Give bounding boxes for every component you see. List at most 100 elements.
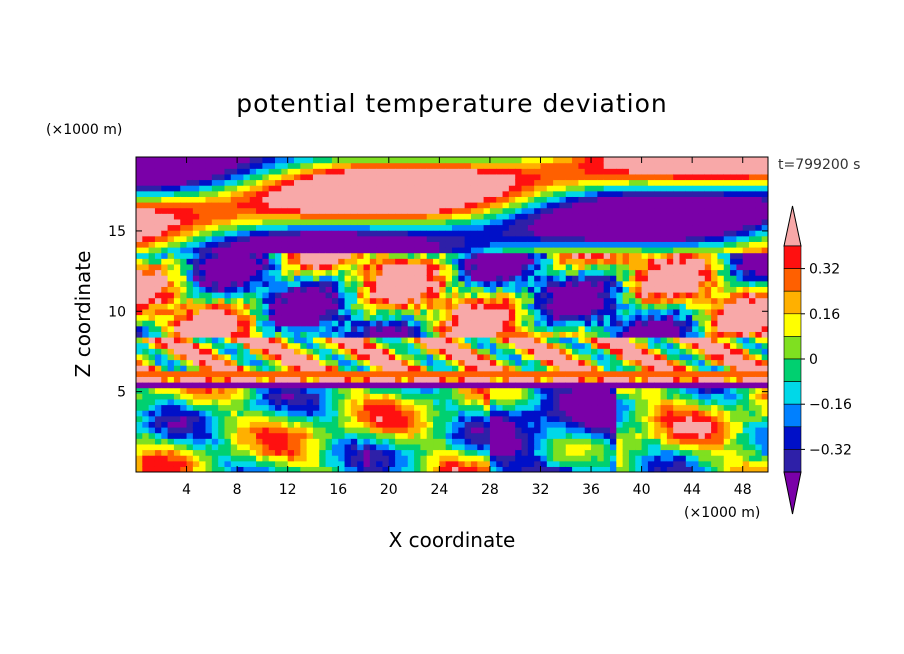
field-cell bbox=[452, 455, 459, 462]
field-cell bbox=[616, 168, 624, 175]
field-cell bbox=[319, 275, 327, 282]
field-cell bbox=[262, 348, 270, 355]
field-cell bbox=[685, 393, 693, 400]
field-cell bbox=[647, 224, 655, 231]
field-cell bbox=[154, 162, 162, 169]
field-cell bbox=[300, 202, 308, 209]
field-cell bbox=[338, 196, 346, 203]
field-cell bbox=[540, 185, 548, 192]
field-cell bbox=[376, 438, 384, 445]
field-cell bbox=[268, 314, 276, 321]
field-cell bbox=[414, 398, 421, 406]
field-cell bbox=[622, 207, 630, 214]
field-cell bbox=[521, 185, 529, 192]
field-cell bbox=[300, 410, 308, 417]
field-cell bbox=[483, 280, 491, 287]
field-cell bbox=[597, 325, 605, 332]
field-cell bbox=[685, 275, 693, 282]
field-cell bbox=[635, 382, 643, 389]
field-cell bbox=[414, 280, 421, 287]
field-cell bbox=[673, 337, 681, 344]
field-cell bbox=[572, 331, 579, 338]
field-cell bbox=[205, 449, 213, 456]
field-cell bbox=[192, 359, 200, 366]
field-cell bbox=[243, 275, 251, 282]
field-cell bbox=[224, 258, 232, 265]
field-cell bbox=[628, 449, 636, 456]
field-cell bbox=[584, 269, 592, 276]
field-cell bbox=[161, 387, 169, 394]
field-cell bbox=[489, 449, 497, 456]
field-cell bbox=[647, 190, 655, 197]
field-cell bbox=[565, 292, 573, 299]
field-cell bbox=[148, 348, 156, 355]
field-cell bbox=[692, 207, 700, 214]
field-cell bbox=[369, 370, 377, 377]
field-cell bbox=[685, 185, 693, 192]
field-cell bbox=[294, 263, 301, 271]
field-cell bbox=[628, 269, 636, 276]
field-cell bbox=[622, 353, 630, 361]
field-cell bbox=[553, 410, 561, 417]
field-cell bbox=[268, 325, 276, 332]
field-cell bbox=[628, 162, 636, 169]
field-cell bbox=[388, 359, 396, 366]
field-cell bbox=[192, 404, 200, 411]
field-cell bbox=[628, 286, 636, 293]
field-cell bbox=[660, 325, 668, 332]
field-cell bbox=[420, 460, 428, 467]
field-cell bbox=[502, 258, 510, 265]
field-cell bbox=[502, 410, 510, 417]
field-cell bbox=[136, 393, 143, 400]
field-cell bbox=[275, 443, 282, 451]
field-cell bbox=[458, 224, 466, 231]
field-cell bbox=[256, 224, 263, 231]
field-cell bbox=[597, 455, 605, 462]
field-cell bbox=[230, 275, 238, 282]
field-cell bbox=[230, 348, 238, 355]
field-cell bbox=[610, 466, 617, 472]
field-cell bbox=[401, 443, 409, 451]
field-cell bbox=[654, 404, 662, 411]
field-cell bbox=[376, 314, 384, 321]
field-cell bbox=[230, 331, 238, 338]
field-cell bbox=[660, 410, 668, 417]
field-cell bbox=[218, 263, 226, 271]
field-cell bbox=[376, 286, 384, 293]
field-cell bbox=[559, 218, 567, 226]
field-cell bbox=[426, 202, 434, 209]
field-cell bbox=[243, 173, 251, 181]
field-cell bbox=[376, 393, 384, 400]
field-cell bbox=[268, 449, 276, 456]
field-cell bbox=[148, 337, 156, 344]
field-cell bbox=[268, 218, 276, 226]
field-cell bbox=[319, 258, 327, 265]
field-cell bbox=[452, 303, 459, 310]
field-cell bbox=[369, 410, 377, 417]
field-cell bbox=[527, 353, 535, 361]
field-cell bbox=[489, 370, 497, 377]
field-cell bbox=[154, 387, 162, 394]
field-cell bbox=[565, 337, 573, 344]
field-cell bbox=[420, 297, 428, 304]
field-cell bbox=[224, 449, 232, 456]
field-cell bbox=[205, 410, 213, 417]
field-cell bbox=[312, 410, 320, 417]
field-cell bbox=[433, 393, 440, 400]
field-cell bbox=[167, 359, 175, 366]
field-cell bbox=[382, 286, 390, 293]
field-cell bbox=[508, 455, 516, 462]
field-cell bbox=[382, 213, 390, 220]
field-cell bbox=[186, 427, 194, 434]
field-cell bbox=[218, 247, 226, 254]
field-cell bbox=[237, 207, 245, 214]
field-cell bbox=[584, 179, 592, 186]
field-cell bbox=[597, 292, 605, 299]
field-cell bbox=[224, 286, 232, 293]
field-cell bbox=[211, 263, 219, 271]
field-cell bbox=[610, 432, 617, 439]
field-cell bbox=[325, 455, 333, 462]
field-cell bbox=[622, 432, 630, 439]
field-cell bbox=[142, 162, 150, 169]
field-cell bbox=[369, 269, 377, 276]
